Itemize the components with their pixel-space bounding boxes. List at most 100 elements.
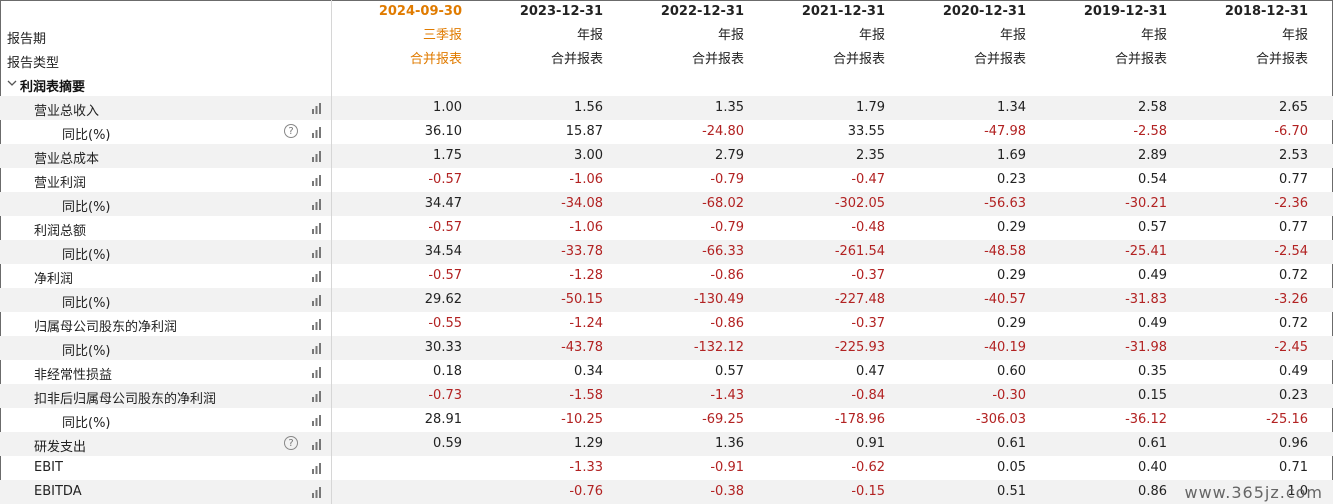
section-label-cell[interactable]: 利润表摘要 (0, 72, 331, 96)
value-cell: 2.58 (1138, 100, 1167, 115)
value-cell: 0.29 (997, 316, 1026, 331)
value-cell: 1.0 (1287, 484, 1308, 499)
bar-chart-icon[interactable] (311, 390, 323, 402)
table-row: 研发支出? 0.59 1.29 1.36 0.91 0.61 0.61 0.96 (0, 432, 1333, 456)
bar-chart-icon[interactable] (311, 366, 323, 378)
value-cell: -25.41 (1125, 244, 1167, 259)
row-label: 归属母公司股东的净利润 (34, 320, 178, 335)
value-cell: -0.79 (710, 172, 744, 187)
chevron-down-icon[interactable] (6, 77, 18, 89)
header-period-cell: 年报 (717, 28, 744, 43)
value-cell: -1.43 (710, 388, 744, 403)
bar-chart-icon[interactable] (311, 246, 323, 258)
bar-chart-icon[interactable] (311, 198, 323, 210)
value-cell: 0.40 (1138, 460, 1167, 475)
row-label: 净利润 (34, 272, 74, 287)
value-cell: 0.23 (997, 172, 1026, 187)
header-date-cell[interactable]: 2019-12-31 (1083, 4, 1167, 19)
header-cells: 合并报表 合并报表 合并报表 合并报表 合并报表 合并报表 合并报表 (331, 48, 1317, 72)
value-cell: 0.49 (1138, 316, 1167, 331)
value-cell (331, 456, 471, 480)
label-column-divider (331, 0, 332, 504)
header-date-cell[interactable]: 2022-12-31 (660, 4, 744, 19)
value-cell: -48.58 (984, 244, 1026, 259)
header-date-cell[interactable]: 2020-12-31 (942, 4, 1026, 19)
value-cell: 30.33 (424, 340, 462, 355)
value-cell: 29.62 (424, 292, 462, 307)
header-date-cell[interactable]: 2024-09-30 (378, 4, 462, 19)
question-circle-icon[interactable]: ? (284, 124, 298, 138)
value-cell: 1.56 (574, 100, 603, 115)
bar-chart-icon[interactable] (311, 318, 323, 330)
bar-chart-icon[interactable] (311, 486, 323, 498)
bar-chart-icon[interactable] (311, 222, 323, 234)
value-cell: -302.05 (834, 196, 885, 211)
header-date-cell[interactable]: 2018-12-31 (1224, 4, 1308, 19)
value-cell: 0.35 (1138, 364, 1167, 379)
value-cell: 2.53 (1279, 148, 1308, 163)
section-row[interactable]: 利润表摘要 (0, 72, 1333, 96)
table-row: 同比(%) 29.62 -50.15 -130.49 -227.48 -40.57 -31.… (0, 288, 1333, 312)
row-cells: -0.57 -1.06 -0.79 -0.48 0.29 0.57 0.77 (331, 216, 1317, 240)
value-cell (331, 480, 471, 504)
value-cell: -261.54 (834, 244, 885, 259)
bar-chart-icon[interactable] (311, 270, 323, 282)
row-label: 同比(%) (62, 416, 111, 431)
value-cell: -40.57 (984, 292, 1026, 307)
header-period-cell: 年报 (1140, 28, 1167, 43)
value-cell: 0.71 (1279, 460, 1308, 475)
value-cell: 2.65 (1279, 100, 1308, 115)
header-label-cell: 报告类型 (0, 48, 331, 72)
watermark: www.365jz.com (1184, 483, 1323, 502)
header-date-cell[interactable]: 2023-12-31 (519, 4, 603, 19)
header-type-cell: 合并报表 (409, 52, 462, 67)
value-cell: 3.00 (574, 148, 603, 163)
bar-chart-icon[interactable] (311, 414, 323, 426)
row-label-cell: 归属母公司股东的净利润 (0, 312, 331, 336)
question-circle-icon[interactable]: ? (284, 436, 298, 450)
bar-chart-icon[interactable] (311, 150, 323, 162)
value-cell: 0.61 (997, 436, 1026, 451)
value-cell: -2.45 (1274, 340, 1308, 355)
header-date-cell[interactable]: 2021-12-31 (801, 4, 885, 19)
bar-chart-icon[interactable] (311, 462, 323, 474)
header-label-cell: 报告期 (0, 24, 331, 48)
bar-chart-icon[interactable] (311, 102, 323, 114)
value-cell: -0.79 (710, 220, 744, 235)
header-type-cell: 合并报表 (1114, 52, 1167, 67)
value-cell: -31.83 (1125, 292, 1167, 307)
bar-chart-icon[interactable] (311, 294, 323, 306)
row-cells: -0.73 -1.58 -1.43 -0.84 -0.30 0.15 0.23 (331, 384, 1317, 408)
value-cell: 1.35 (715, 100, 744, 115)
header-row-date: 2024-09-30 2023-12-31 2022-12-31 2021-12-31… (0, 0, 1333, 24)
bar-chart-icon[interactable] (311, 342, 323, 354)
value-cell: 1.29 (574, 436, 603, 451)
value-cell: -33.78 (561, 244, 603, 259)
value-cell: 0.34 (574, 364, 603, 379)
row-label-cell: 同比(%) (0, 408, 331, 432)
value-cell: 1.69 (997, 148, 1026, 163)
value-cell: 34.54 (424, 244, 462, 259)
value-cell: -0.30 (992, 388, 1026, 403)
value-cell: -306.03 (975, 412, 1026, 427)
value-cell: 0.54 (1138, 172, 1167, 187)
row-label-cell: 同比(%) (0, 192, 331, 216)
header-label: 报告类型 (7, 56, 60, 71)
value-cell: -0.62 (851, 460, 885, 475)
value-cell: 0.18 (433, 364, 462, 379)
value-cell: -0.15 (851, 484, 885, 499)
row-label: 利润总额 (34, 224, 87, 239)
row-cells: -0.76 -0.38 -0.15 0.51 0.86 1.0 (331, 480, 1317, 504)
row-label-cell: 研发支出? (0, 432, 331, 456)
bar-chart-icon[interactable] (311, 438, 323, 450)
row-label-cell: 扣非后归属母公司股东的净利润 (0, 384, 331, 408)
bar-chart-icon[interactable] (311, 174, 323, 186)
value-cell: 1.34 (997, 100, 1026, 115)
value-cell: -25.16 (1266, 412, 1308, 427)
value-cell: -69.25 (702, 412, 744, 427)
value-cell: -132.12 (693, 340, 744, 355)
value-cell: -43.78 (561, 340, 603, 355)
value-cell: -50.15 (561, 292, 603, 307)
bar-chart-icon[interactable] (311, 126, 323, 138)
value-cell: 0.49 (1138, 268, 1167, 283)
